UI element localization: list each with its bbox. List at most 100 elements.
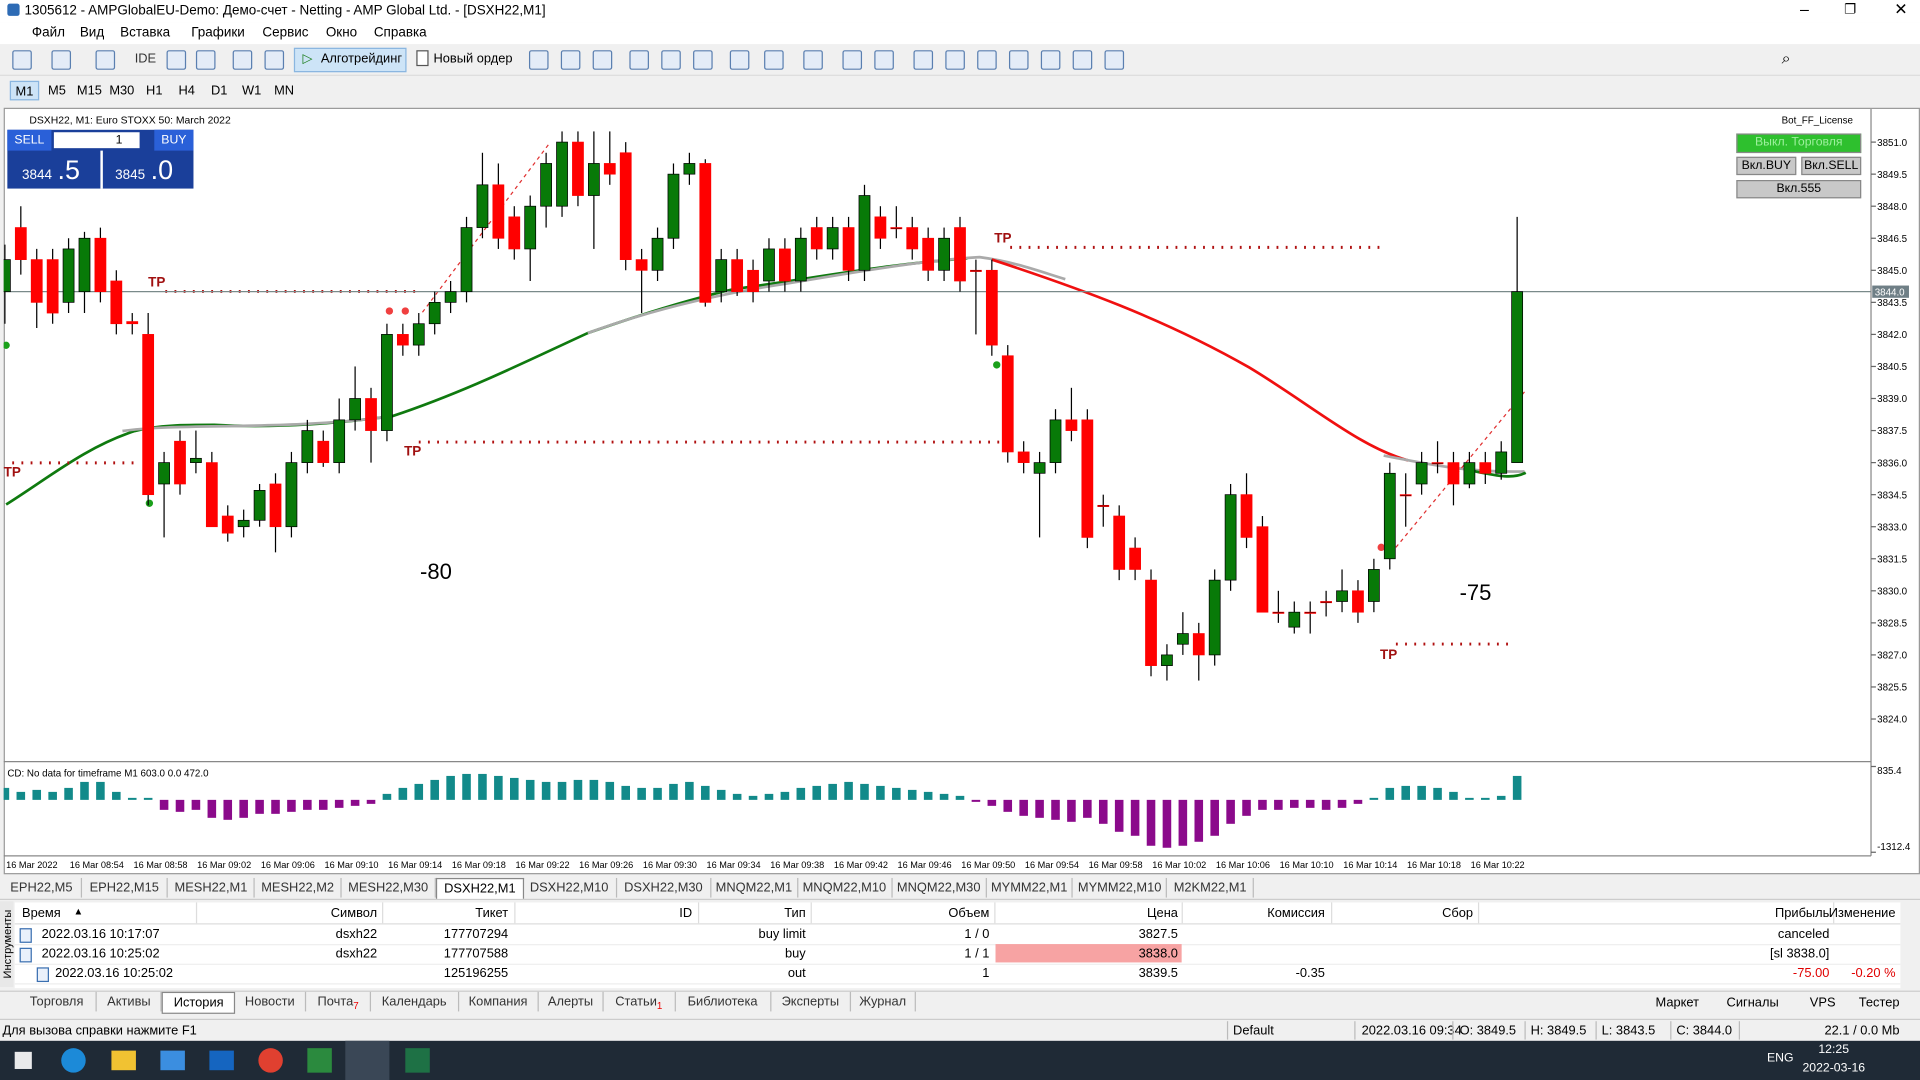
edge-icon[interactable] (61, 1048, 86, 1073)
algo-button[interactable]: Алготрейдинг (320, 51, 403, 67)
column-header[interactable]: Объем (948, 906, 990, 921)
menu-item[interactable]: Вид (79, 25, 105, 41)
timeframe-button[interactable]: MN (274, 83, 295, 98)
lang[interactable]: ENG (1766, 1051, 1794, 1066)
timeframe-button[interactable]: M15 (76, 83, 102, 98)
trade-toggle[interactable]: Выкл. Торговля (1736, 133, 1862, 154)
bottom-tab[interactable]: Новости (234, 991, 307, 1012)
right-tab[interactable]: Сигналы (1726, 995, 1779, 1011)
toggle-555[interactable]: Вкл.555 (1736, 180, 1862, 199)
tool-icon[interactable] (629, 50, 649, 70)
tool-icon[interactable] (842, 50, 863, 70)
mt5-icon[interactable] (345, 1040, 390, 1080)
right-tab[interactable]: Тестер (1858, 995, 1900, 1011)
tool-icon[interactable] (1008, 50, 1029, 70)
ide-button[interactable]: IDE (134, 51, 157, 67)
sell-button[interactable]: SELL (7, 129, 52, 151)
outlook-icon[interactable] (209, 1050, 234, 1071)
timeframe-button[interactable]: D1 (210, 83, 228, 98)
tool-icon[interactable] (592, 50, 613, 70)
symbol-tab[interactable]: MNQM22,M30 (892, 877, 987, 898)
tool-icon[interactable] (764, 50, 784, 70)
timeframe-button[interactable]: M30 (109, 83, 135, 98)
bottom-tab[interactable]: Почта7 (307, 991, 371, 1012)
menu-item[interactable]: Окно (325, 25, 358, 41)
timeframe-button[interactable]: H1 (146, 83, 163, 98)
tool-icon[interactable] (166, 50, 187, 70)
right-tab[interactable]: VPS (1809, 995, 1836, 1011)
symbol-tab[interactable]: MNQM22,M1 (711, 877, 798, 898)
tool-icon[interactable] (1040, 50, 1061, 70)
menu-item[interactable]: Файл (31, 25, 65, 41)
column-header[interactable]: Комиссия (1267, 906, 1325, 921)
tool-icon[interactable] (12, 50, 32, 70)
tool-icon[interactable] (693, 50, 713, 70)
symbol-tab[interactable]: MNQM22,M10 (798, 877, 893, 898)
symbol-tab[interactable]: DSXH22,M10 (523, 877, 617, 898)
symbol-tab[interactable]: MESH22,M2 (255, 877, 342, 898)
tool-icon[interactable] (913, 50, 934, 70)
bottom-tab[interactable]: Библиотека (675, 991, 771, 1012)
bottom-tab[interactable]: История (161, 991, 236, 1014)
right-tab[interactable]: Маркет (1655, 995, 1700, 1011)
tool-icon[interactable] (232, 50, 253, 70)
mail-icon[interactable] (160, 1050, 185, 1071)
bottom-tab[interactable]: Журнал (851, 991, 916, 1012)
tool-icon[interactable] (95, 50, 116, 70)
bottom-tab[interactable]: Торговля (17, 991, 98, 1012)
buy-button[interactable]: BUY (154, 129, 194, 151)
menu-item[interactable]: Вставка (120, 25, 171, 41)
start-button[interactable] (14, 1051, 32, 1069)
search-icon[interactable]: ⌕ (1781, 48, 1791, 68)
tool-icon[interactable] (195, 50, 216, 70)
tool-icon[interactable] (528, 50, 549, 70)
maximize[interactable]: ❐ (1844, 2, 1857, 18)
bottom-tab[interactable]: Алерты (539, 991, 604, 1012)
app-icon-1[interactable] (307, 1048, 332, 1073)
symbol-tab[interactable]: MYMM22,M1 (986, 877, 1074, 898)
menu-item[interactable]: Графики (191, 25, 245, 41)
tool-icon[interactable] (977, 50, 997, 70)
buy-toggle[interactable]: Вкл.BUY (1736, 156, 1797, 176)
menu-item[interactable]: Сервис (262, 25, 309, 41)
menu-item[interactable]: Справка (373, 25, 427, 41)
column-header[interactable]: Прибыль (1774, 906, 1830, 921)
tool-icon[interactable] (729, 50, 750, 70)
tool-icon[interactable] (661, 50, 681, 70)
explorer-icon[interactable] (111, 1050, 136, 1071)
symbol-tab[interactable]: MESH22,M1 (168, 877, 255, 898)
symbol-tab[interactable]: MESH22,M30 (342, 877, 436, 898)
tool-icon[interactable] (874, 50, 894, 70)
close[interactable]: ✕ (1894, 0, 1908, 19)
column-header[interactable]: Тип (784, 906, 806, 921)
symbol-tab[interactable]: MYMM22,M10 (1073, 877, 1168, 898)
tool-icon[interactable] (1072, 50, 1093, 70)
order-button[interactable]: Новый ордер (433, 51, 513, 67)
column-header[interactable]: Время (22, 906, 61, 921)
column-header[interactable]: Цена (1147, 906, 1178, 921)
bottom-tab[interactable]: Календарь (371, 991, 459, 1012)
symbol-tab[interactable]: EPH22,M5 (2, 877, 82, 898)
timeframe-button[interactable]: M5 (48, 83, 66, 98)
tool-icon[interactable] (1104, 50, 1125, 70)
symbol-tab[interactable]: EPH22,M15 (82, 877, 169, 898)
column-header[interactable]: Символ (330, 906, 378, 921)
bottom-tab[interactable]: Компания (459, 991, 539, 1012)
column-header[interactable]: Тикет (475, 906, 509, 921)
tool-icon[interactable] (945, 50, 965, 70)
chrome-icon[interactable] (258, 1048, 283, 1073)
sell-toggle[interactable]: Вкл.SELL (1801, 156, 1862, 176)
timeframe-button[interactable]: H4 (178, 83, 195, 98)
bottom-tab[interactable]: Эксперты (771, 991, 852, 1012)
symbol-tab[interactable]: DSXH22,M30 (617, 877, 712, 898)
timeframe-button[interactable]: W1 (241, 83, 262, 98)
tool-icon[interactable] (803, 50, 823, 70)
excel-icon[interactable] (405, 1048, 430, 1073)
column-header[interactable]: Сбор (1442, 906, 1474, 921)
tool-icon[interactable] (264, 50, 285, 70)
tool-icon[interactable] (51, 50, 72, 70)
column-header[interactable]: Изменение (1828, 906, 1896, 921)
bottom-tab[interactable]: Активы (97, 991, 162, 1012)
timeframe-button[interactable]: M1 (9, 80, 40, 101)
symbol-tab[interactable]: M2KM22,M1 (1167, 877, 1255, 898)
